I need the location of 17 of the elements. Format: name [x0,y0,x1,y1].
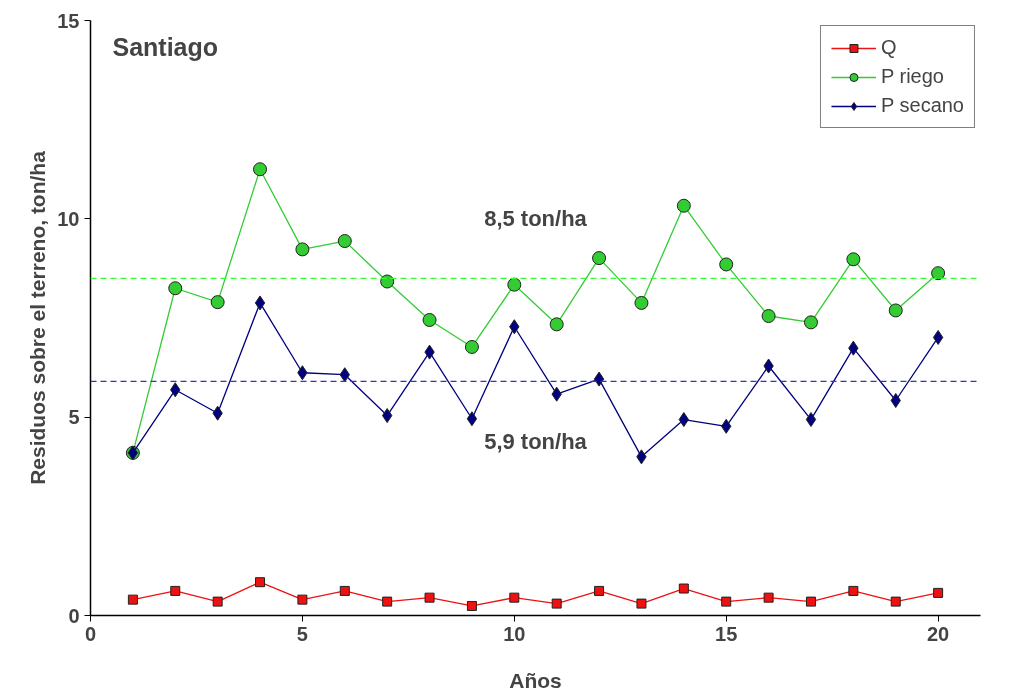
legend-label: Q [880,36,898,59]
text: Santiago [112,32,219,61]
legend-label: P secano [880,94,964,117]
y-axis-title: Residuos sobre el terreno, ton/ha [26,150,50,485]
x-tick-label: 5 [296,622,308,645]
x-tick-label: 20 [927,622,950,645]
x-axis-title: Años [509,668,562,692]
ref-line-label: 8,5 ton/ha [484,205,588,231]
x-tick-label: 15 [715,622,738,645]
legend-label: P riego [880,65,944,88]
y-tick-label: 15 [57,9,80,32]
x-tick-label: 10 [503,622,526,645]
y-tick-label: 5 [68,406,80,429]
y-tick-label: 0 [68,604,80,627]
ref-line-label: 5,9 ton/ha [484,428,588,454]
y-tick-label: 10 [57,207,80,230]
x-tick-label: 0 [84,622,97,645]
